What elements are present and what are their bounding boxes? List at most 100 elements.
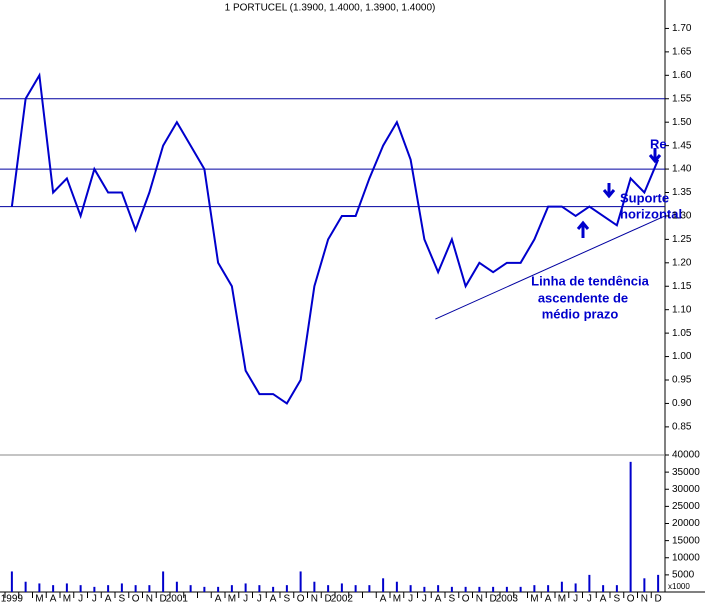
- volume-bar: [162, 571, 165, 592]
- volume-bar: [313, 581, 316, 592]
- x-tick-label: A: [105, 594, 112, 604]
- x-tick-label: M: [63, 594, 71, 604]
- y-tick-label: 0.85: [672, 422, 692, 433]
- x-tick-label: 2001: [166, 594, 189, 604]
- volume-bar: [230, 585, 233, 592]
- volume-bar: [79, 585, 82, 592]
- volume-bar: [423, 586, 426, 592]
- x-tick-label: D: [160, 594, 167, 604]
- x-tick-label: O: [132, 594, 140, 604]
- y-tick-label: 1.55: [672, 93, 692, 104]
- x-tick-label: A: [545, 594, 552, 604]
- volume-bar: [560, 581, 563, 592]
- x-tick-label: O: [627, 594, 635, 604]
- volume-bar: [382, 578, 385, 592]
- x-tick-label: 1999: [1, 594, 24, 604]
- volume-bar: [107, 585, 110, 592]
- x-tick-label: A: [215, 594, 222, 604]
- annotation: Linha de tendência: [531, 273, 650, 288]
- volume-bar: [409, 585, 412, 592]
- unit-label: x1000: [668, 582, 690, 591]
- volume-bar: [272, 586, 275, 592]
- y-tick-label: 5000: [672, 570, 695, 581]
- y-tick-label: 35000: [672, 467, 700, 478]
- x-tick-label: N: [641, 594, 648, 604]
- volume-bar: [588, 574, 591, 592]
- x-tick-label: S: [449, 594, 456, 604]
- y-tick-label: 1.15: [672, 281, 692, 292]
- x-tick-label: M: [393, 594, 401, 604]
- chart-title: 1 PORTUCEL (1.3900, 1.4000, 1.3900, 1.40…: [225, 3, 436, 14]
- x-tick-label: J: [243, 594, 248, 604]
- volume-bar: [285, 585, 288, 592]
- volume-bar: [327, 585, 330, 592]
- y-tick-label: 25000: [672, 501, 700, 512]
- volume-bar: [10, 571, 13, 592]
- y-tick-label: 1.70: [672, 23, 692, 34]
- volume-bar: [52, 585, 55, 592]
- arrow-up: [576, 220, 590, 238]
- y-tick-label: 1.00: [672, 351, 692, 362]
- y-tick-label: 1.40: [672, 164, 692, 175]
- price-line: [10, 72, 660, 405]
- x-tick-label: S: [119, 594, 126, 604]
- x-tick-label: D: [655, 594, 662, 604]
- y-tick-label: 1.45: [672, 140, 692, 151]
- volume-bar: [450, 586, 453, 592]
- x-tick-label: J: [92, 594, 97, 604]
- volume-bar: [175, 581, 178, 592]
- x-tick-label: S: [614, 594, 621, 604]
- y-tick-label: 10000: [672, 552, 700, 563]
- x-tick-label: J: [587, 594, 592, 604]
- volume-bar: [203, 586, 206, 592]
- annotation: Re: [650, 136, 667, 151]
- volume-bar: [148, 585, 151, 592]
- volume-bar: [368, 585, 371, 592]
- volume-bar: [395, 581, 398, 592]
- volume-bar: [478, 586, 481, 592]
- x-tick-label: S: [284, 594, 291, 604]
- volume-bar: [340, 583, 343, 592]
- volume-bar: [120, 583, 123, 592]
- volume-bar: [93, 586, 96, 592]
- volume-bar: [602, 585, 605, 592]
- volume-bar: [217, 586, 220, 592]
- x-tick-label: M: [228, 594, 236, 604]
- volume-bar: [533, 585, 536, 592]
- volume-bar: [574, 583, 577, 592]
- volume-bar: [244, 583, 247, 592]
- x-tick-label: M: [35, 594, 43, 604]
- volume-bar: [547, 585, 550, 592]
- y-tick-label: 1.30: [672, 211, 692, 222]
- volume-bar: [189, 585, 192, 592]
- y-tick-label: 40000: [672, 450, 700, 461]
- x-tick-label: D: [325, 594, 332, 604]
- volume-bar: [65, 583, 68, 592]
- volume-bar: [354, 585, 357, 592]
- x-tick-label: A: [600, 594, 607, 604]
- y-tick-label: 1.35: [672, 187, 692, 198]
- y-tick-label: 1.10: [672, 304, 692, 315]
- volume-bar: [134, 585, 137, 592]
- volume-bar: [643, 578, 646, 592]
- annotation: Suporte: [620, 190, 669, 205]
- volume-bar: [24, 581, 27, 592]
- volume-bar: [299, 571, 302, 592]
- annotation: médio prazo: [542, 306, 619, 321]
- annotation: horizontal: [620, 206, 682, 221]
- x-tick-label: N: [146, 594, 153, 604]
- volume-bar: [519, 586, 522, 592]
- x-tick-label: O: [297, 594, 305, 604]
- x-tick-label: N: [476, 594, 483, 604]
- x-tick-label: A: [50, 594, 57, 604]
- x-tick-label: 2002: [331, 594, 354, 604]
- x-tick-label: O: [462, 594, 470, 604]
- x-tick-label: N: [311, 594, 318, 604]
- volume-bar: [464, 586, 467, 592]
- y-tick-label: 30000: [672, 484, 700, 495]
- y-tick-label: 20000: [672, 518, 700, 529]
- y-tick-label: 1.05: [672, 328, 692, 339]
- x-tick-label: D: [490, 594, 497, 604]
